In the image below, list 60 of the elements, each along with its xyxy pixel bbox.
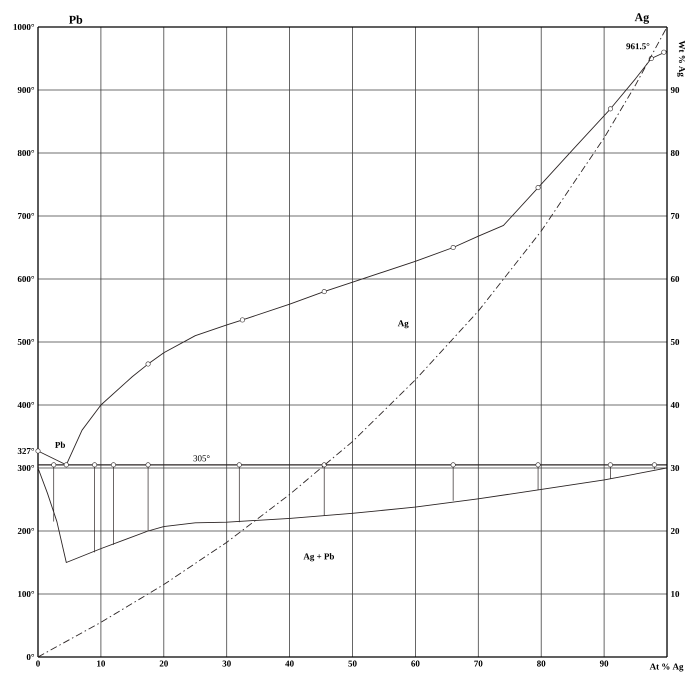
y2-tick-label: 60 (670, 276, 680, 282)
x-tick-label: 0 (36, 660, 40, 667)
x-tick-label: 80 (537, 660, 546, 667)
y2-tick-label: 40 (670, 402, 680, 408)
annotation: Ag (398, 320, 409, 328)
point (36, 448, 40, 454)
x-tick-label: 10 (97, 660, 106, 667)
annotation: Ag + Pb (303, 553, 334, 562)
point (450, 245, 456, 250)
point (536, 462, 541, 468)
y-tick-label: 1000° (14, 24, 34, 30)
point (146, 362, 151, 367)
y2-tick-label: 90 (670, 86, 680, 94)
y2-axis-title: Wt % Ag (677, 40, 685, 77)
y2-tick-label: 10 (671, 590, 680, 598)
x-axis-title: At % Ag (650, 664, 684, 672)
y2-tick-label: 30 (670, 464, 680, 472)
annotation: 961.5° (626, 43, 650, 50)
point (92, 462, 98, 468)
point (236, 462, 242, 468)
x-tick-label: 30 (222, 660, 231, 667)
x-tick-label: 60 (411, 660, 420, 667)
point (608, 106, 613, 112)
y2-tick-label: 80 (670, 150, 680, 156)
point (146, 462, 151, 468)
point (661, 50, 666, 55)
y-tick-label: 0° (26, 654, 34, 660)
point (51, 462, 56, 468)
y2-tick-label: 50 (670, 338, 680, 346)
y-tick-label: 327° (18, 448, 34, 454)
point (608, 462, 613, 468)
x-tick-label: 90 (600, 660, 608, 667)
text: Pb (68, 15, 82, 24)
point (652, 462, 657, 468)
x-tick-label: 50 (348, 660, 357, 667)
y-tick-label: 600° (18, 276, 34, 282)
text: Ag (634, 13, 650, 24)
ref-line-label: 305° (193, 455, 210, 462)
annotation: Pb (55, 442, 66, 448)
point (240, 317, 245, 322)
y-tick-label: 700° (18, 212, 34, 220)
x-tick-label: 20 (160, 660, 168, 667)
y2-tick-label: 70 (671, 212, 680, 220)
y-tick-label: 100° (18, 590, 34, 598)
point (536, 185, 541, 190)
point (322, 462, 327, 468)
point (64, 462, 69, 468)
point (322, 289, 327, 294)
x-tick-label: 70 (474, 660, 482, 667)
y-tick-label: 800° (18, 150, 34, 156)
point (110, 462, 116, 468)
y-tick-label: 400° (18, 402, 34, 408)
y-tick-label: 300° (18, 464, 34, 472)
x-tick-label: 40 (285, 660, 294, 667)
y-tick-label: 900° (18, 86, 34, 94)
line-series (38, 26, 668, 658)
y-tick-label: 200° (18, 528, 34, 534)
y2-tick-label: 20 (670, 528, 680, 534)
point (450, 462, 456, 468)
y-tick-label: 500° (18, 338, 34, 346)
